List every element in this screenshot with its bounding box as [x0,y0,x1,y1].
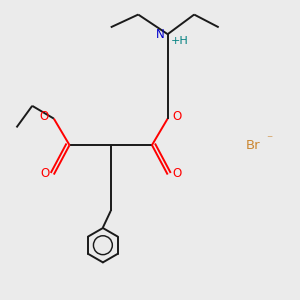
Text: N: N [155,28,164,41]
Text: O: O [173,167,182,180]
Text: O: O [40,167,50,180]
Text: +H: +H [171,36,188,46]
Text: O: O [173,110,182,123]
Text: O: O [39,110,49,123]
Text: Br: Br [246,139,260,152]
Text: ⁻: ⁻ [267,134,273,147]
